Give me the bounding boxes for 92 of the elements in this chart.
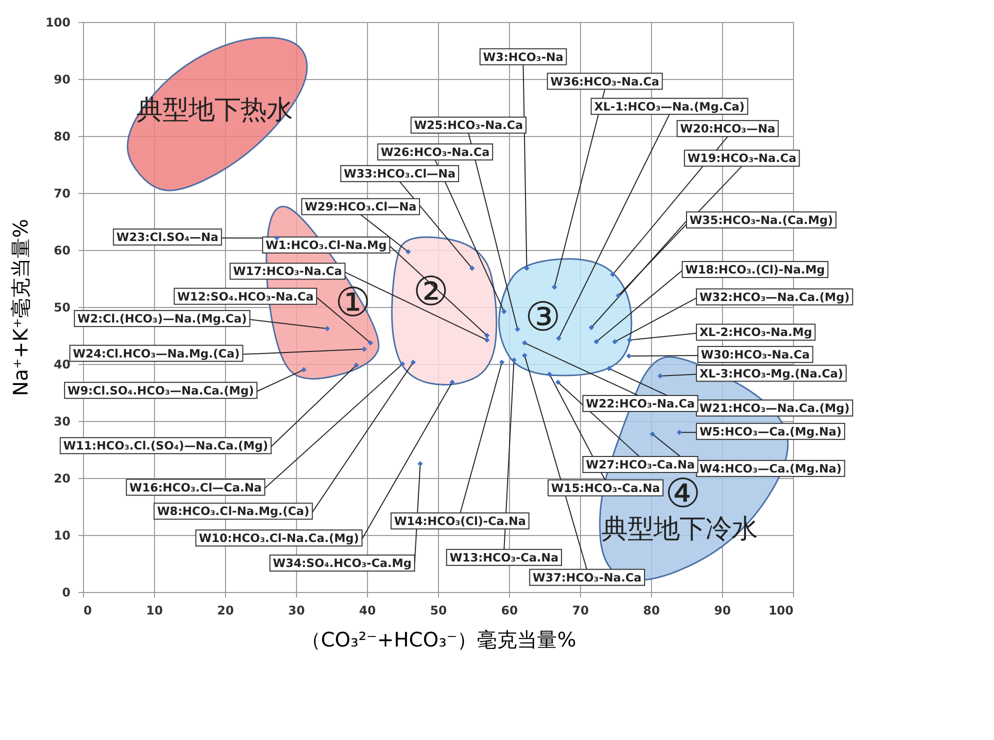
annotation: W24:Cl.HCO₃—Na.Mg.(Ca) [72,346,240,360]
y-tick-label: 90 [54,72,70,86]
point [524,266,530,271]
point [484,332,490,338]
x-tick-label: 10 [146,604,163,618]
annotation: W13:HCO₃-Ca.Na [450,550,558,564]
point [511,357,517,363]
x-axis-title: （CO₃²⁻+HCO₃⁻）毫克当量% [300,628,576,652]
annotation: W12:SO₄.HCO₃-Na.Ca [177,289,314,304]
annotation: W18:HCO₃.(Cl)-Na.Mg [685,262,825,277]
point [606,366,612,372]
annotation: 典型地下冷水 [601,513,758,544]
annotation: W30:HCO₃-Na.Ca [700,347,810,362]
point [588,324,594,330]
annotation: W21:HCO₃—Na.Ca.(Mg) [699,401,850,416]
annotation: W9:Cl.SO₄.HCO₃—Na.Ca.(Mg) [68,383,254,398]
annotation: W15:HCO₃-Ca.Na [551,480,660,495]
x-tick-label: 40 [359,604,376,618]
annotation: W23:Cl.SO₄—Na [116,230,218,244]
annotation: W3:HCO₃-Na [483,50,564,64]
x-tick-label: 70 [572,604,589,618]
annotation: W5:HCO₃—Ca.(Mg.Na) [699,424,842,438]
annotation: W22:HCO₃-Na.Ca [586,396,695,410]
point [522,352,528,358]
annotation: XL-3:HCO₃-Mg.(Na.Ca) [699,366,844,380]
point [400,361,406,367]
x-tick-label: 50 [430,604,447,618]
point [324,326,330,332]
x-tick-label: 30 [288,604,305,618]
annotation: ② [412,268,449,315]
point [594,339,599,344]
point [616,292,621,298]
annotation: W8:HCO₃.Cl-Na.Mg.(Ca) [157,504,310,518]
y-tick-label: 100 [45,16,70,30]
y-tick-label: 60 [54,244,70,258]
point [501,308,507,314]
x-tick-label: 100 [768,604,794,618]
point [612,339,618,344]
x-tick-label: 20 [217,604,234,618]
annotation: W17:HCO₃-Na.Ca [233,264,342,278]
y-tick-label: 30 [54,414,70,428]
y-tick-label: 0 [62,586,70,600]
y-tick-label: 40 [54,358,70,372]
point [556,336,562,341]
annotation: W36:HCO₃-Na.Ca [550,74,660,88]
point [552,284,558,290]
annotation: W11:HCO₃.Cl.(SO₄)—Na.Ca.(Mg) [63,438,268,453]
annotation: W1:HCO₃.Cl-Na.Mg [266,238,387,252]
annotation: W19:HCO₃-Na.Ca [687,151,796,166]
annotation: W27:HCO₃-Ca.Na [586,457,695,472]
point [484,337,490,343]
point [362,346,367,352]
annotation: W35:HCO₃-Na.(Ca.Mg) [690,212,833,227]
point [450,380,455,385]
annotation: W16:HCO₃.Cl—Ca.Na [129,480,262,494]
annotation: W29:HCO₃.Cl—Na [304,200,417,214]
annotation: W34:SO₄.HCO₃-Ca.Mg [272,556,412,570]
annotation: W10:HCO₃.Cl-Na.Ca.(Mg) [198,530,360,545]
annotation: W32:HCO₃—Na.Ca.(Mg) [699,290,850,304]
annotation: W26:HCO₃-Na.Ca [380,144,490,159]
x-tick-label: 80 [643,604,660,618]
point [410,360,416,365]
point [418,461,423,466]
point [301,367,306,372]
x-tick-label: 90 [714,604,731,618]
annotation: XL-2:HCO₃-Na.Mg [699,325,812,340]
y-tick-label: 80 [54,130,70,144]
point [650,431,656,437]
point [354,362,359,368]
y-tick-label: 10 [54,528,70,542]
annotation: W33:HCO₃.Cl—Na [344,166,456,181]
annotation: W37:HCO₃-Na.Ca [532,570,642,584]
annotation: W4:HCO₃—Ca.(Mg.Na) [699,461,842,476]
x-tick-label: 0 [84,604,92,618]
y-tick-label: 50 [54,300,70,314]
y-tick-label: 70 [54,186,70,200]
point [676,430,682,436]
annotation: W2:Cl.(HCO₃)—Na.(Mg.Ca) [77,312,247,326]
point [522,340,528,346]
point [499,360,505,365]
point [368,340,374,346]
point [627,337,632,343]
annotation: W25:HCO₃-Na.Ca [414,118,523,132]
x-tick-label: 60 [501,604,518,618]
point [626,353,632,359]
annotation: W14:HCO₃(Cl)-Ca.Na [394,514,526,528]
annotation: ③ [525,294,562,340]
annotation: XL-1:HCO₃—Na.(Mg.Ca) [594,99,745,114]
annotation: W20:HCO₃—Na [680,122,776,136]
y-tick-label: 20 [54,472,70,486]
point [406,249,411,254]
y-axis-title: Na⁺+K⁺毫克当量% [8,218,32,396]
